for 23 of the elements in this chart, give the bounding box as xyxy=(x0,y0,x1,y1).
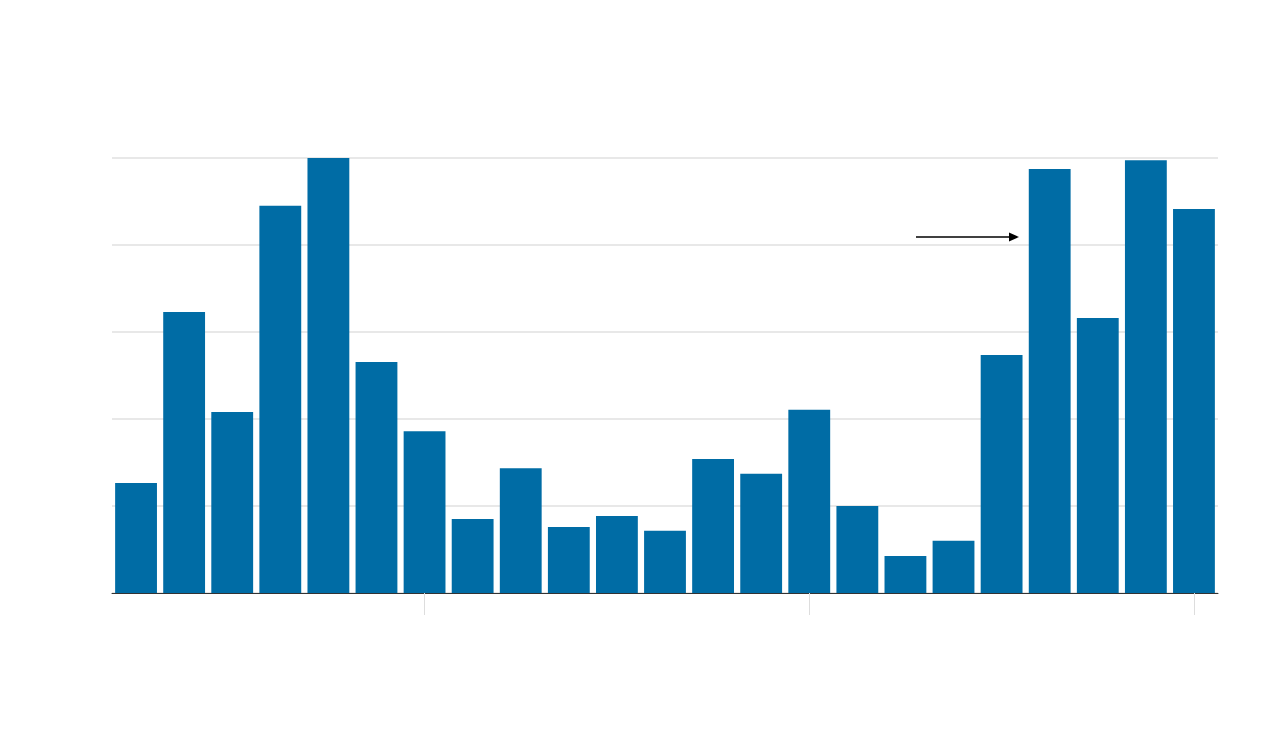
bar xyxy=(1076,318,1119,593)
bar xyxy=(1173,208,1215,593)
bar xyxy=(1028,168,1071,593)
bar xyxy=(692,459,734,593)
bar xyxy=(836,506,879,593)
bar xyxy=(115,482,157,593)
bar xyxy=(644,530,686,593)
bar xyxy=(596,516,638,593)
bar xyxy=(451,519,494,593)
bar xyxy=(1124,160,1167,593)
bar xyxy=(884,556,927,593)
bar xyxy=(307,158,350,593)
bar xyxy=(259,205,302,593)
bar xyxy=(740,473,783,593)
bar xyxy=(403,431,446,593)
bar xyxy=(547,526,590,593)
bar xyxy=(163,311,206,593)
bar xyxy=(499,468,542,593)
bar xyxy=(355,362,398,593)
bar xyxy=(932,540,975,593)
bar xyxy=(980,355,1023,593)
bar xyxy=(211,412,254,593)
bar xyxy=(788,409,831,593)
